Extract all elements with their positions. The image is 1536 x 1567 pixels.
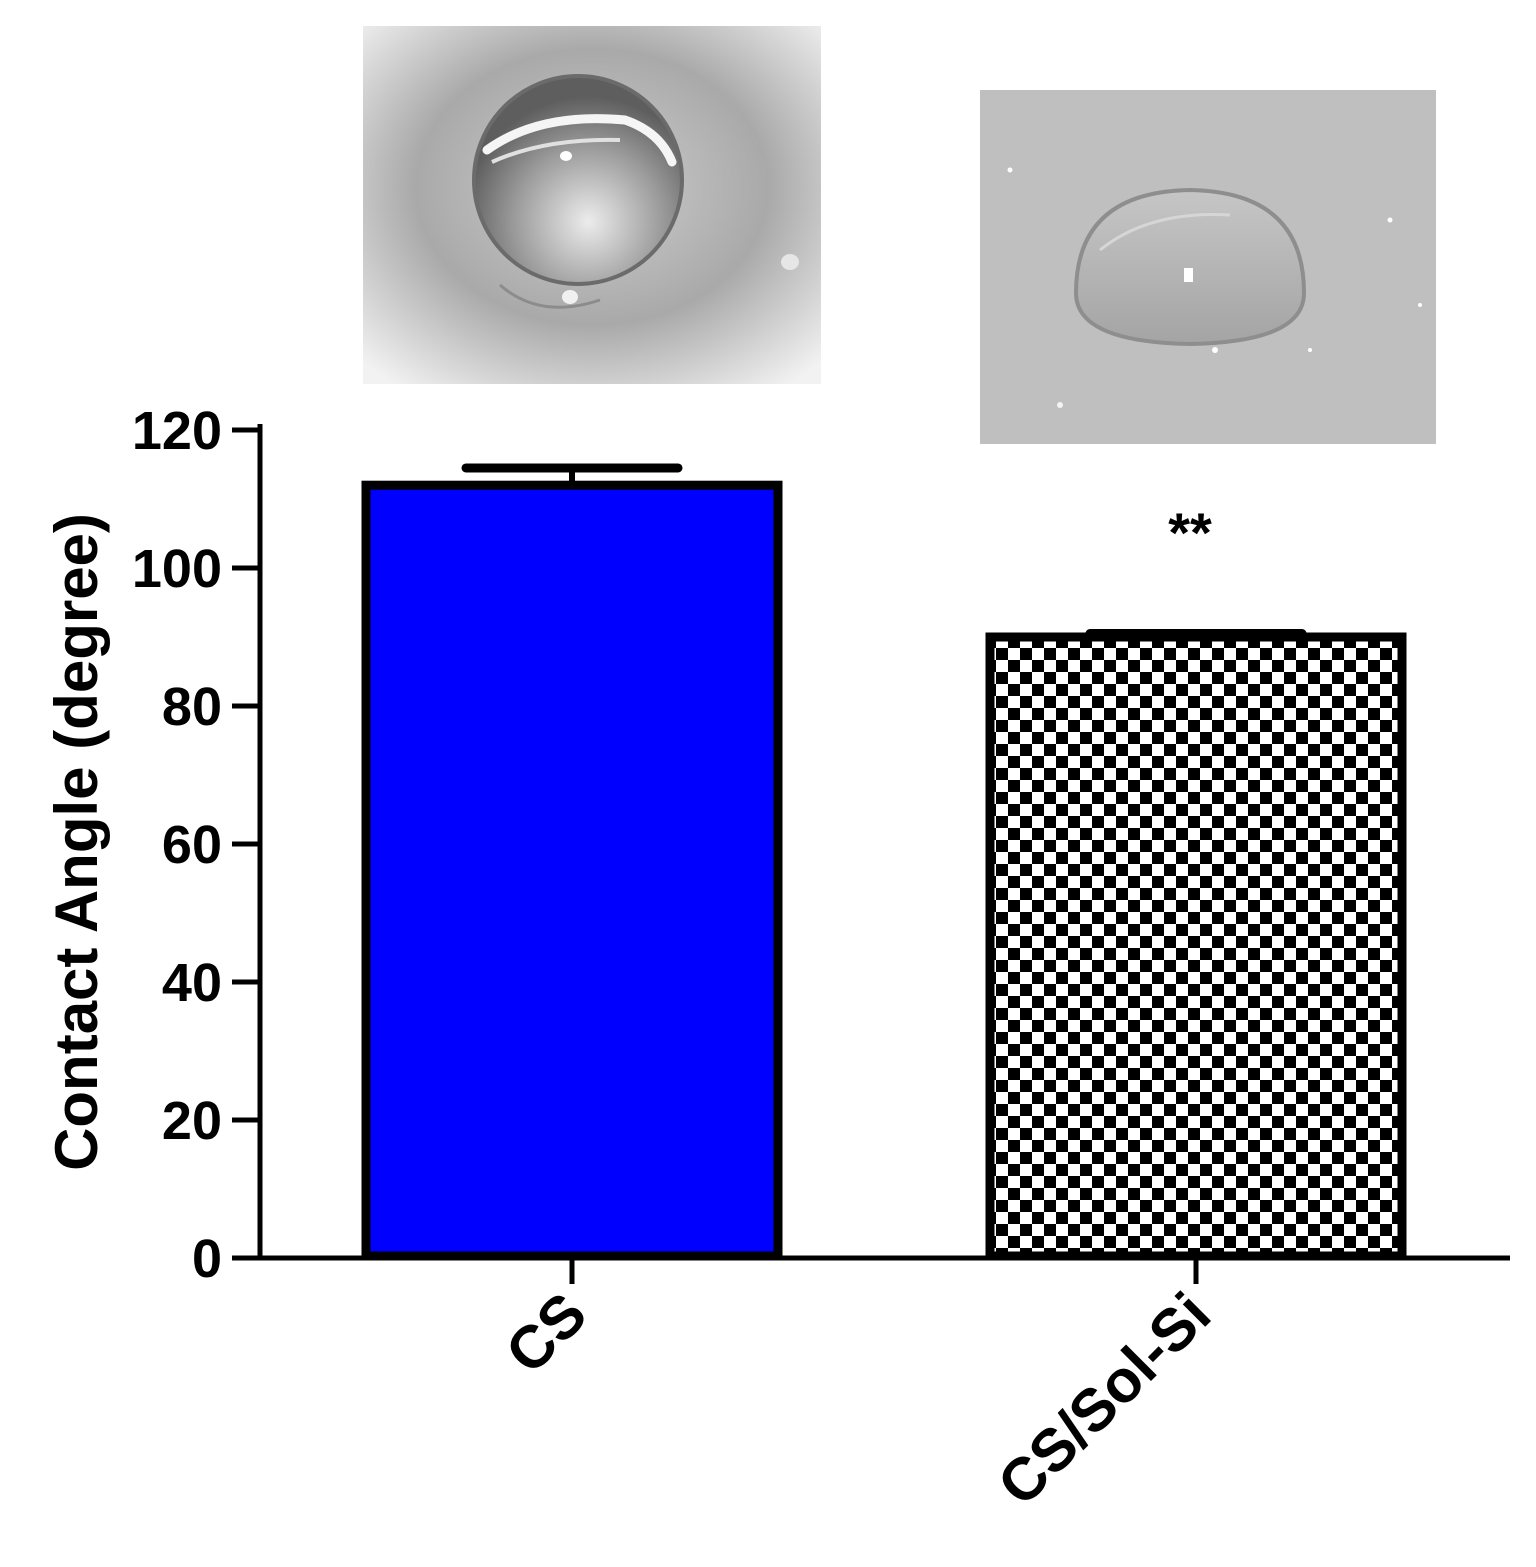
- y-axis-ticks: 0 20 40 60 80 100 120: [132, 401, 260, 1289]
- y-tick-label: 100: [132, 539, 222, 599]
- x-axis-ticks: CS CS/Sol-Si: [493, 1258, 1223, 1518]
- bar-cs-sol-si: [985, 632, 1407, 1261]
- y-tick-label: 80: [162, 677, 222, 737]
- y-tick-label: 60: [162, 815, 222, 875]
- y-tick-label: 0: [192, 1229, 222, 1289]
- bars: [361, 463, 1407, 1261]
- x-category-label: CS/Sol-Si: [985, 1280, 1223, 1518]
- droplet-photo-cs-sol-si-icon: [980, 90, 1436, 444]
- x-category-label: CS: [493, 1280, 599, 1386]
- significance-annotation: **: [1168, 501, 1212, 564]
- bar-cs: [361, 480, 783, 1261]
- y-axis-title: Contact Angle (degree): [43, 513, 110, 1171]
- annotations: **: [1168, 501, 1212, 564]
- y-tick-label: 40: [162, 953, 222, 1013]
- droplet-photo-cs-icon: [363, 26, 821, 384]
- y-tick-label: 120: [132, 401, 222, 461]
- y-tick-label: 20: [162, 1091, 222, 1151]
